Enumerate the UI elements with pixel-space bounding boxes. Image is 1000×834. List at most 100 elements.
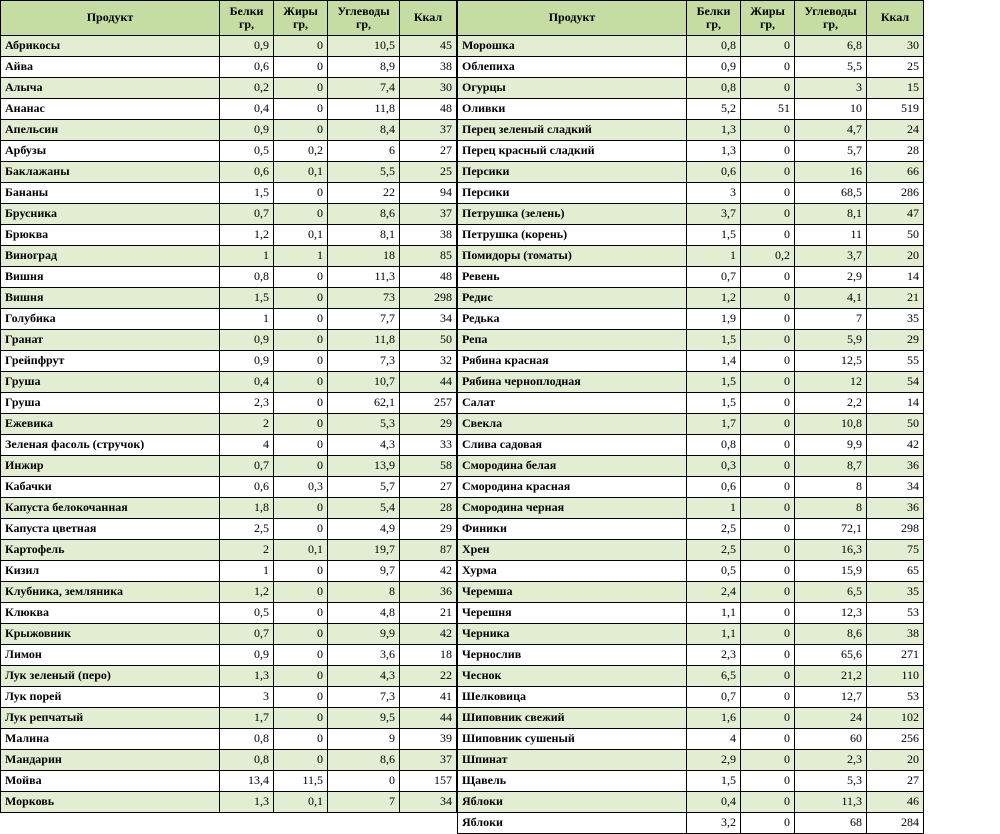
kcal-cell: 28 [400,498,457,519]
kcal-cell: 41 [400,687,457,708]
carbs-cell: 10 [795,99,867,120]
kcal-cell: 58 [400,456,457,477]
table-row: Петрушка (корень)1,501150 [458,225,924,246]
carbs-cell: 8,4 [328,120,400,141]
fat-cell: 0 [741,393,795,414]
kcal-cell: 48 [400,99,457,120]
fat-cell: 0 [741,57,795,78]
product-name-cell: Черника [458,624,687,645]
fat-cell: 0 [741,225,795,246]
protein-cell: 2,5 [220,519,274,540]
product-name-cell: Шпинат [458,750,687,771]
carbs-cell: 60 [795,729,867,750]
protein-cell: 0,9 [220,120,274,141]
protein-cell: 0,8 [220,750,274,771]
product-name-cell: Мойва [1,771,220,792]
carbs-cell: 8 [795,477,867,498]
carbs-cell: 7,4 [328,78,400,99]
kcal-cell: 38 [400,57,457,78]
product-name-cell: Вишня [1,267,220,288]
table-row: Шелковица0,7012,753 [458,687,924,708]
protein-cell: 13,4 [220,771,274,792]
fat-cell: 0 [741,771,795,792]
kcal-cell: 33 [400,435,457,456]
kcal-cell: 30 [400,78,457,99]
table-row: Яблоки3,2068284 [458,813,924,834]
fat-cell: 0 [741,204,795,225]
table-row: Яблоки0,4011,346 [458,792,924,813]
fat-cell: 0 [741,141,795,162]
kcal-cell: 157 [400,771,457,792]
fat-cell: 0 [274,582,328,603]
fat-cell: 0 [274,666,328,687]
protein-cell: 1,3 [687,120,741,141]
table-row: Лук зеленый (перо)1,304,322 [1,666,457,687]
kcal-cell: 27 [400,477,457,498]
table-row: Ананас0,4011,848 [1,99,457,120]
protein-cell: 0,9 [220,330,274,351]
fat-cell: 0 [274,309,328,330]
protein-cell: 0,6 [687,477,741,498]
product-name-cell: Шелковица [458,687,687,708]
table-row: Зеленая фасоль (стручок)404,333 [1,435,457,456]
product-name-cell: Свекла [458,414,687,435]
kcal-cell: 286 [867,183,924,204]
carbs-cell: 8,1 [795,204,867,225]
table-row: Персики0,601666 [458,162,924,183]
fat-cell: 0 [274,708,328,729]
table-row: Кабачки0,60,35,727 [1,477,457,498]
table-row: Алыча0,207,430 [1,78,457,99]
kcal-cell: 50 [867,414,924,435]
fat-cell: 0,2 [274,141,328,162]
carbs-cell: 3,7 [795,246,867,267]
carbs-cell: 4,7 [795,120,867,141]
product-name-cell: Картофель [1,540,220,561]
fat-cell: 0 [741,561,795,582]
fat-cell: 0,1 [274,792,328,813]
carbs-cell: 5,3 [795,771,867,792]
fat-cell: 0 [274,729,328,750]
fat-cell: 0 [741,414,795,435]
product-name-cell: Редька [458,309,687,330]
kcal-cell: 38 [867,624,924,645]
carbs-cell: 15,9 [795,561,867,582]
fat-cell: 0 [741,456,795,477]
kcal-cell: 25 [400,162,457,183]
product-name-cell: Черешня [458,603,687,624]
table-row: Рябина черноплодная1,501254 [458,372,924,393]
product-name-cell: Хрен [458,540,687,561]
carbs-cell: 19,7 [328,540,400,561]
table-row: Груша0,4010,744 [1,372,457,393]
product-name-cell: Ананас [1,99,220,120]
protein-cell: 1,2 [687,288,741,309]
protein-cell: 0,7 [220,204,274,225]
table-row: Вишня0,8011,348 [1,267,457,288]
product-name-cell: Оливки [458,99,687,120]
protein-cell: 2,4 [687,582,741,603]
protein-cell: 1 [220,309,274,330]
carbs-cell: 6 [328,141,400,162]
carbs-cell: 9,9 [328,624,400,645]
product-name-cell: Смородина белая [458,456,687,477]
kcal-cell: 35 [867,309,924,330]
protein-cell: 0,7 [687,267,741,288]
table-row: Виноград111885 [1,246,457,267]
fat-cell: 0 [274,267,328,288]
kcal-cell: 14 [867,267,924,288]
table-row: Ежевика205,329 [1,414,457,435]
fat-cell: 0 [741,477,795,498]
fat-cell: 0 [741,666,795,687]
fat-cell: 0 [274,456,328,477]
fat-cell: 0 [274,687,328,708]
product-name-cell: Облепиха [458,57,687,78]
fat-cell: 0 [274,330,328,351]
fat-cell: 0 [741,813,795,834]
table-row: Грейпфрут0,907,332 [1,351,457,372]
fat-cell: 0 [274,645,328,666]
table-row: Абрикосы0,9010,545 [1,36,457,57]
table-row: Перец зеленый сладкий1,304,724 [458,120,924,141]
table-row: Гранат0,9011,850 [1,330,457,351]
carbs-cell: 12,7 [795,687,867,708]
table-row: Черника1,108,638 [458,624,924,645]
carbs-cell: 10,7 [328,372,400,393]
